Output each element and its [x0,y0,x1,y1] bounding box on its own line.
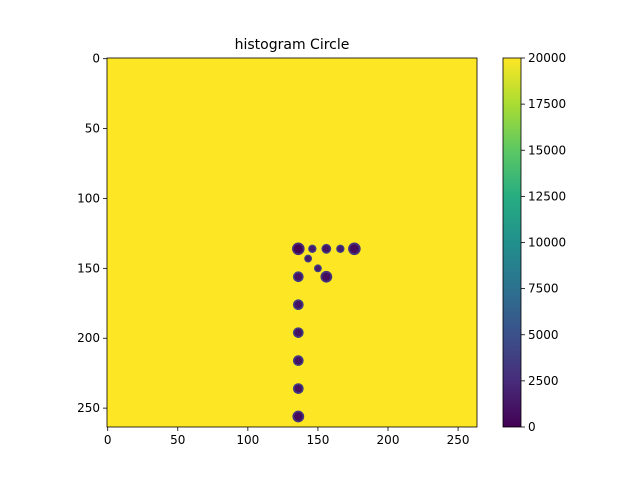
heatmap-blob-core-3 [337,245,344,252]
heatmap-blob-core-9 [294,300,303,309]
colorbar-tick-label: 17500 [528,97,566,111]
colorbar-tick-label: 5000 [528,328,559,342]
plot-frame [106,57,478,428]
y-tick-label: 200 [77,331,100,345]
colorbar-tick-label: 7500 [528,282,559,296]
colorbar-tick-label: 20000 [528,51,566,65]
heatmap-blob-core-12 [294,384,303,393]
y-tick-label: 0 [92,52,100,66]
heatmap-blobs [292,242,361,423]
y-tick-label: 250 [77,401,100,415]
x-tick-label: 0 [104,433,112,447]
heatmap-blob-core-4 [349,244,359,254]
x-tick-label: 150 [306,433,329,447]
heatmap-blob-core-10 [294,328,303,337]
colorbar-tick-label: 0 [528,420,536,434]
heatmap-blob-core-8 [322,272,331,281]
heatmap-blob-core-1 [309,245,316,252]
heatmap-blob-core-7 [294,273,303,281]
colorbar-tick-label: 2500 [528,374,559,388]
y-tick-label: 50 [85,122,100,136]
x-tick-label: 100 [236,433,259,447]
colorbar-tick-label: 12500 [528,189,566,203]
x-tick-label: 200 [377,433,400,447]
heatmap-blob-core-13 [294,412,303,421]
y-tick-label: 150 [77,261,100,275]
x-tick-label: 50 [170,433,185,447]
y-axis: 0 50 100 150 200 250 [77,52,107,415]
colorbar [502,57,522,428]
x-tick-label: 250 [447,433,470,447]
x-axis: 0 50 100 150 200 250 [104,427,470,447]
heatmap-blob-core-5 [305,255,311,262]
heatmap-blob-core-2 [322,245,330,253]
chart-title: histogram Circle [235,37,350,53]
colorbar-tick-label: 10000 [528,236,566,250]
colorbar-axis: 0 2500 5000 7500 10000 12500 15000 17500 20000 [521,51,566,434]
y-tick-label: 100 [77,191,100,205]
colorbar-tick-label: 15000 [528,143,566,157]
heatmap-blob-core-6 [315,265,321,272]
heatmap-blob-core-11 [294,356,303,365]
heatmap-blob-core-0 [293,244,303,254]
heatmap-background [107,58,477,427]
